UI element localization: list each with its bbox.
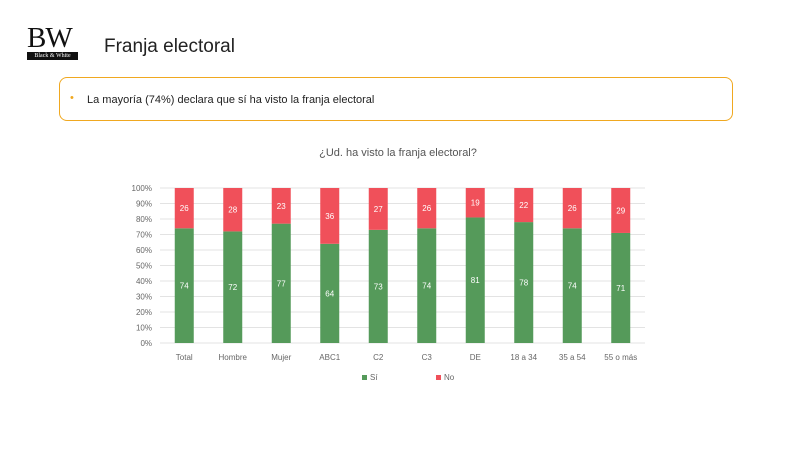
bar-segment-si: [514, 222, 534, 343]
page-title: Franja electoral: [104, 36, 235, 57]
y-tick-label: 40%: [136, 277, 152, 286]
logo-letters: BW: [27, 22, 73, 54]
bar-segment-si: [271, 223, 291, 343]
data-label: 71: [616, 284, 625, 293]
x-tick-label: ABC1: [319, 353, 340, 362]
bar-segment-si: [368, 229, 388, 343]
y-tick-label: 30%: [136, 293, 152, 302]
legend-label: Sí: [370, 373, 378, 382]
y-tick-label: 60%: [136, 246, 152, 255]
data-label: 26: [568, 204, 577, 213]
data-label: 78: [519, 279, 528, 288]
bar-segment-no: [368, 188, 388, 230]
x-tick-label: 55 o más: [604, 353, 637, 362]
x-tick-label: 18 a 34: [510, 353, 537, 362]
data-label: 74: [180, 282, 189, 291]
logo-subtitle: Black & White: [34, 53, 71, 59]
data-label: 22: [519, 201, 528, 210]
y-tick-label: 10%: [136, 324, 152, 333]
bar-segment-no: [514, 188, 534, 223]
data-label: 19: [471, 199, 480, 208]
bar-segment-no: [465, 188, 485, 218]
legend-swatch: [362, 375, 367, 380]
data-label: 73: [374, 282, 383, 291]
bar-segment-si: [223, 231, 243, 343]
bar-segment-no: [562, 188, 582, 229]
x-tick-label: DE: [470, 353, 481, 362]
data-label: 29: [616, 206, 625, 215]
x-tick-label: Mujer: [271, 353, 291, 362]
y-tick-label: 90%: [136, 200, 152, 209]
bar-segment-no: [174, 188, 194, 229]
legend: Sí No: [362, 373, 455, 382]
x-tick-label: C2: [373, 353, 384, 362]
data-label: 23: [277, 202, 286, 211]
legend-label: No: [444, 373, 455, 382]
bars: [174, 188, 631, 343]
bar-segment-si: [320, 243, 340, 343]
data-label: 72: [228, 283, 237, 292]
y-tick-label: 100%: [132, 184, 152, 193]
x-tick-label: Total: [176, 353, 193, 362]
bar-segment-si: [611, 232, 631, 343]
data-label: 64: [325, 289, 334, 298]
data-label: 74: [422, 282, 431, 291]
data-label: 26: [180, 204, 189, 213]
y-tick-label: 50%: [136, 262, 152, 271]
brand-logo: BW Black & White: [27, 23, 79, 60]
bar-segment-si: [174, 228, 194, 343]
x-tick-label: C3: [422, 353, 433, 362]
x-axis-ticks: Total Hombre Mujer ABC1 C2 C3 DE 18 a 34 35 a 54…: [176, 353, 637, 362]
bar-segment-si: [465, 217, 485, 343]
data-label: 26: [422, 204, 431, 213]
x-tick-label: Hombre: [219, 353, 248, 362]
legend-swatch: [436, 375, 441, 380]
bar-segment-si: [562, 228, 582, 343]
bar-segment-no: [611, 188, 631, 233]
data-labels: 74 26 72 28 77 23 64 36 73 27 74 26 81 19 78 22 74 26 71 29: [180, 199, 626, 299]
y-tick-label: 20%: [136, 308, 152, 317]
data-label: 28: [228, 206, 237, 215]
key-finding-text: La mayoría (74%) declara que sí ha visto…: [87, 94, 375, 106]
logo-bar: [27, 52, 78, 60]
x-tick-label: 35 a 54: [559, 353, 586, 362]
data-label: 77: [277, 279, 286, 288]
bar-segment-no: [271, 188, 291, 224]
bullet-icon: •: [70, 92, 74, 104]
data-label: 27: [374, 205, 383, 214]
y-tick-label: 70%: [136, 231, 152, 240]
data-label: 81: [471, 276, 480, 285]
bar-segment-no: [223, 188, 243, 232]
y-tick-label: 0%: [140, 339, 152, 348]
chart-title: ¿Ud. ha visto la franja electoral?: [319, 147, 477, 159]
y-axis-ticks: 0% 10% 20% 30% 40% 50% 60% 70% 80% 90% 100%: [132, 184, 152, 348]
bar-segment-no: [417, 188, 437, 229]
bar-segment-no: [320, 188, 340, 244]
data-label: 36: [325, 212, 334, 221]
bar-segment-si: [417, 228, 437, 343]
key-finding-box: • La mayoría (74%) declara que sí ha vis…: [59, 77, 733, 121]
y-tick-label: 80%: [136, 215, 152, 224]
data-label: 74: [568, 282, 577, 291]
